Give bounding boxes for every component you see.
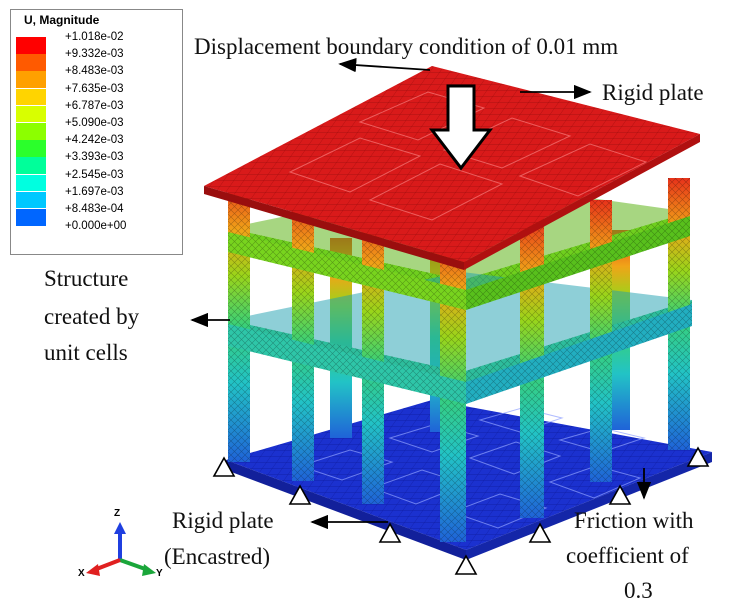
triad-x-label: X	[78, 568, 85, 579]
rigid-plate-bottom-label-line1: Rigid plate	[172, 508, 274, 533]
leader-arrows	[190, 57, 652, 530]
rigid-plate-bottom-label-line2: (Encastred)	[164, 544, 270, 569]
legend-swatch	[16, 157, 46, 174]
legend-swatch	[16, 105, 46, 123]
top-rigid-plate	[204, 66, 700, 270]
legend-label: +1.697e-03	[65, 185, 124, 198]
axis-triad-icon: Z X Y	[76, 508, 166, 588]
legend-label: +3.393e-03	[65, 151, 124, 164]
legend-label: +5.090e-03	[65, 117, 124, 129]
legend-swatch	[16, 123, 46, 140]
friction-label-line3: 0.3	[624, 578, 653, 603]
triad-z-label: Z	[114, 508, 121, 519]
legend-swatch	[16, 209, 46, 226]
legend-swatch	[16, 54, 46, 71]
legend-label: +1.018e-02	[65, 31, 124, 43]
legend-label: +9.332e-03	[65, 48, 124, 61]
legend-swatch	[16, 140, 46, 157]
legend-label: +6.787e-03	[65, 99, 124, 112]
legend-label: +8.483e-04	[65, 203, 124, 215]
structure-label-line1: Structure	[44, 266, 129, 291]
friction-label-line1: Friction with	[574, 508, 694, 533]
triad-y-label: Y	[156, 568, 163, 579]
legend-label: +0.000e+00	[65, 220, 127, 233]
legend-label: +8.483e-03	[65, 65, 124, 78]
legend-label: +7.635e-03	[65, 82, 124, 95]
legend-swatch	[16, 88, 46, 106]
boundary-triangles	[212, 446, 710, 575]
legend-swatch	[16, 174, 46, 192]
legend-label: +4.242e-03	[65, 134, 124, 147]
color-legend: U, Magnitude +1.018e-02 +9.332e-03 +8.483e…	[10, 9, 183, 255]
legend-label: +2.545e-03	[65, 168, 124, 181]
legend-swatch	[16, 37, 46, 54]
legend-swatch	[16, 71, 46, 88]
legend-swatch	[16, 191, 46, 209]
top-condition-label: Displacement boundary condition of 0.01 …	[194, 34, 619, 59]
friction-label-line2: coefficient of	[566, 543, 689, 568]
legend-title: U, Magnitude	[24, 13, 100, 27]
load-arrow	[428, 84, 494, 171]
structure-label-line2: created by	[44, 304, 140, 329]
structure-label-line3: unit cells	[44, 340, 128, 365]
rigid-plate-top-label: Rigid plate	[602, 80, 704, 105]
